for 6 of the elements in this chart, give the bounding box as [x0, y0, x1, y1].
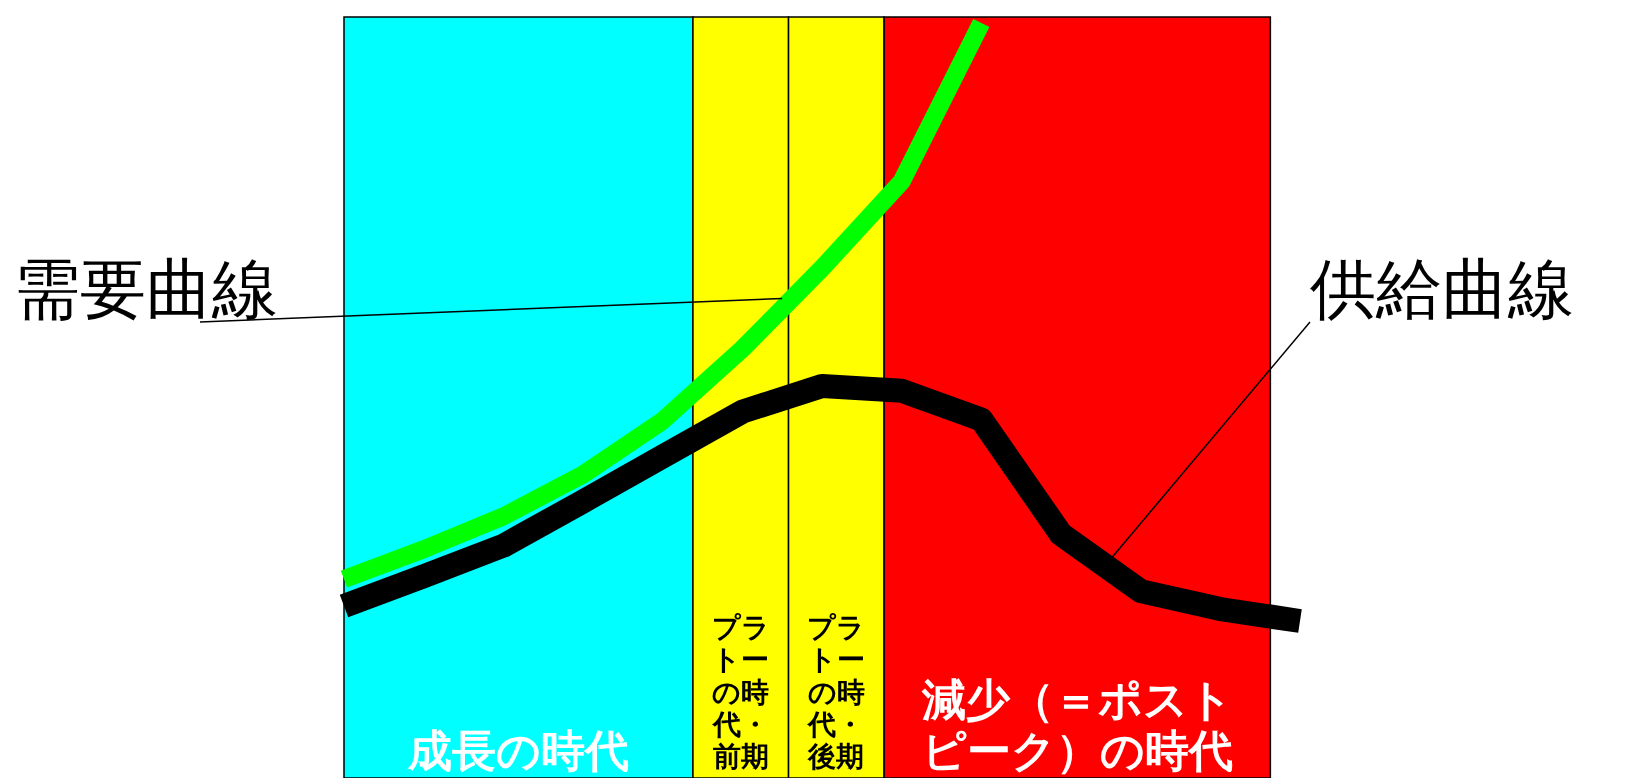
annotation: プラトーの時代・後期 [806, 611, 866, 773]
text: 供給曲線 [1310, 251, 1574, 328]
annotation: プラトーの時代・前期 [710, 611, 770, 773]
text: 需要曲線 [14, 251, 278, 328]
text: 成長の時代 [406, 725, 629, 776]
text: 減少（＝ポストピーク）の時代 [920, 674, 1233, 776]
